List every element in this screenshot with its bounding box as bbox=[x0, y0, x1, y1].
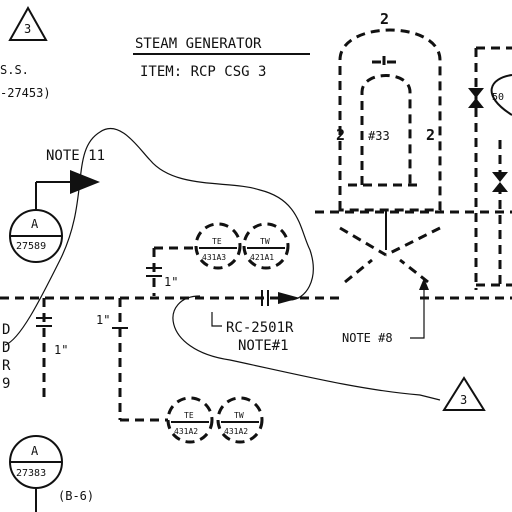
revision-cloud bbox=[4, 128, 441, 401]
note-8: NOTE #8 bbox=[342, 331, 393, 345]
coord-ref: (B-6) bbox=[58, 489, 94, 503]
left-edge-letter-3: R bbox=[2, 358, 11, 374]
note-1: NOTE#1 bbox=[238, 338, 289, 354]
left-fragment-2: -27453) bbox=[0, 86, 51, 100]
left-edge-letter-1: D bbox=[2, 322, 10, 338]
pipe-size-left: 1" bbox=[54, 343, 68, 357]
te-lower-tag: 431A2 bbox=[174, 427, 198, 436]
te-upper-tag: 431A3 bbox=[202, 253, 226, 262]
instrument-a-upper: A 27589 bbox=[9, 170, 100, 263]
revision-triangle-top: 3 bbox=[8, 5, 48, 41]
title-line-2: ITEM: RCP CSG 3 bbox=[140, 64, 266, 80]
vessel-dim-right: 2 bbox=[426, 126, 435, 144]
main-flow-arrow bbox=[278, 292, 300, 304]
vessel-dim-left: 2 bbox=[336, 126, 345, 144]
tw-upper-tag: 421A1 bbox=[250, 253, 274, 262]
te-tw-lower: TE 431A2 TW 431A2 bbox=[166, 396, 264, 444]
te-lower-type: TE bbox=[184, 411, 194, 420]
vessel-dim-top: 2 bbox=[380, 10, 389, 28]
instrument-a-upper-tag: 27589 bbox=[16, 241, 46, 252]
left-edge-letter-2: D bbox=[2, 340, 10, 356]
right-partial-label: 50 bbox=[492, 92, 504, 103]
pipe-size-upper: 1" bbox=[164, 275, 178, 289]
steam-generator-vessel: #33 2 2 2 bbox=[336, 10, 442, 284]
left-fragment-1: S.S. bbox=[0, 63, 29, 77]
flow-arrow-upper bbox=[70, 170, 100, 194]
tw-upper-type: TW bbox=[260, 237, 270, 246]
pipe-size-lower: 1" bbox=[96, 313, 110, 327]
vessel-label: #33 bbox=[368, 129, 390, 143]
tw-lower-tag: 431A2 bbox=[224, 427, 248, 436]
revision-marker-top: 3 bbox=[24, 22, 31, 36]
te-upper-type: TE bbox=[212, 237, 222, 246]
tw-lower-type: TW bbox=[234, 411, 244, 420]
right-valve-stack: 50 bbox=[468, 46, 512, 290]
revision-marker-bottom: 3 bbox=[460, 393, 467, 407]
line-id: RC-2501R bbox=[226, 320, 294, 336]
note-11: NOTE 11 bbox=[46, 148, 105, 164]
revision-triangle-bottom: 3 bbox=[442, 376, 486, 411]
instrument-a-lower-letter: A bbox=[31, 444, 39, 458]
left-edge-letter-4: 9 bbox=[2, 376, 10, 392]
instrument-a-lower-tag: 27383 bbox=[16, 468, 46, 479]
instrument-a-lower: A 27383 bbox=[9, 435, 63, 512]
instrument-a-upper-letter: A bbox=[31, 217, 39, 231]
te-tw-upper: TE 431A3 TW 421A1 bbox=[194, 222, 290, 270]
title-line-1: STEAM GENERATOR bbox=[135, 36, 262, 52]
